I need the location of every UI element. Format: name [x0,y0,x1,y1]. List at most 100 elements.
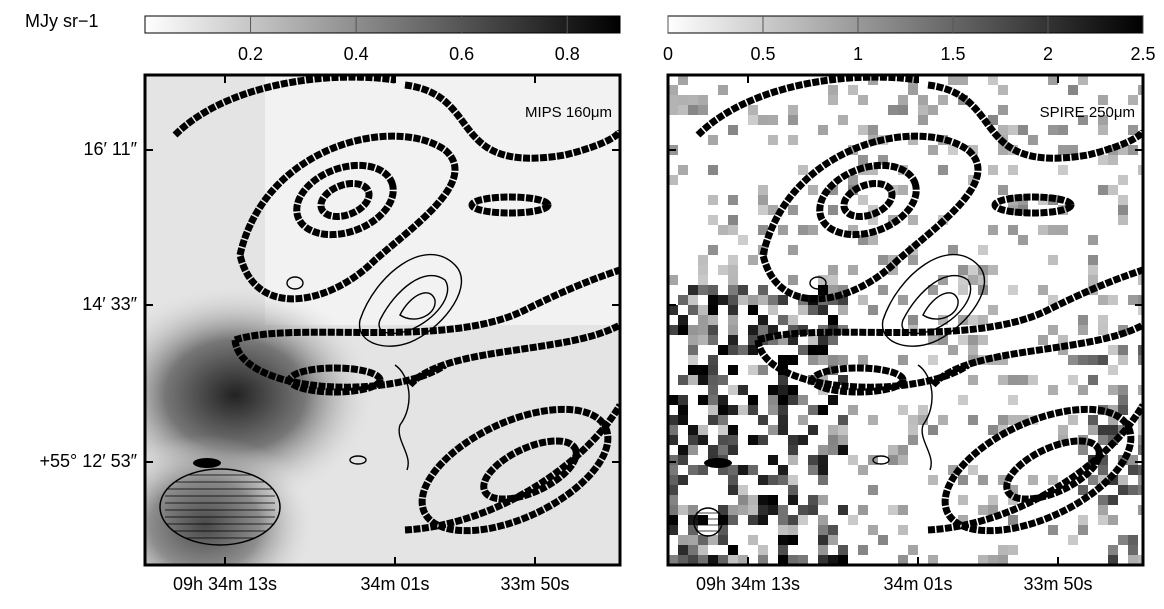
pixel [728,295,738,305]
pixel [1058,145,1068,155]
pixel [678,325,688,335]
pixel [758,555,768,565]
pixel [688,425,698,435]
pixel [858,465,868,475]
pixel [698,285,708,295]
pixel [778,425,788,435]
pixel [768,495,778,505]
pixel [738,505,748,515]
pixel [978,475,988,485]
pixel [1078,115,1088,125]
pixel [898,555,908,565]
pixel [1118,535,1128,545]
pixel [918,95,928,105]
pixel [1098,125,1108,135]
pixel [1138,345,1143,355]
pixel [838,295,848,305]
pixel [778,225,788,235]
pixel [788,385,798,395]
pixel [908,255,918,265]
pixel [688,105,698,115]
pixel [898,295,908,305]
pixel [988,425,998,435]
pixel [748,515,758,525]
pixel [788,495,798,505]
pixel [898,105,908,115]
pixel [758,515,768,525]
pixel [1078,525,1088,535]
x-tick-label: 09h 34m 13s [696,574,800,594]
pixel [728,215,738,225]
pixel [898,95,908,105]
pixel [838,425,848,435]
pixel [698,375,708,385]
pixel [768,135,778,145]
pixel [988,265,998,275]
pixel [848,85,858,95]
pixel [768,455,778,465]
pixel [848,265,858,275]
pixel [668,105,678,115]
pixel [898,525,908,535]
pixel [1048,525,1058,535]
pixel [718,345,728,355]
pixel [1008,145,1018,155]
pixel [1058,335,1068,345]
pixel [838,285,848,295]
pixel [808,505,818,515]
pixel [688,95,698,105]
pixel [688,365,698,375]
pixel [808,305,818,315]
pixel [708,395,718,405]
pixel [778,535,788,545]
pixel [758,315,768,325]
pixel [1078,485,1088,495]
pixel [778,515,788,525]
pixel [678,555,688,565]
pixel [1088,375,1098,385]
pixel [758,285,768,295]
pixel [698,255,708,265]
pixel [808,455,818,465]
pixel [718,85,728,95]
beam-marker [193,458,221,468]
pixel [868,125,878,135]
pixel [1018,195,1028,205]
pixel [678,545,688,555]
pixel [1138,425,1143,435]
pixel [918,405,928,415]
pixel [818,535,828,545]
pixel [698,105,708,115]
pixel [998,185,1008,195]
pixel [748,495,758,505]
pixel [1088,235,1098,245]
pixel [748,255,758,265]
pixel [838,375,848,385]
pixel [788,515,798,525]
pixel [708,445,718,455]
pixel [928,145,938,155]
pixel [708,195,718,205]
pixel [728,325,738,335]
pixel [848,175,858,185]
pixel [978,275,988,285]
pixel [908,315,918,325]
pixel [1068,85,1078,95]
pixel [828,525,838,535]
pixel [1138,555,1143,565]
pixel [898,505,908,515]
pixel [1078,325,1088,335]
pixel [1118,475,1128,485]
pixel [1108,545,1118,555]
pixel [708,215,718,225]
pixel [1138,475,1143,485]
pixel [698,305,708,315]
pixel [688,375,698,385]
pixel [1108,365,1118,375]
x-tick-label: 34m 01s [883,574,952,594]
pixel [998,375,1008,385]
pixel [698,515,708,525]
pixel [958,515,968,525]
pixel [668,275,678,285]
panel-image [145,75,620,565]
